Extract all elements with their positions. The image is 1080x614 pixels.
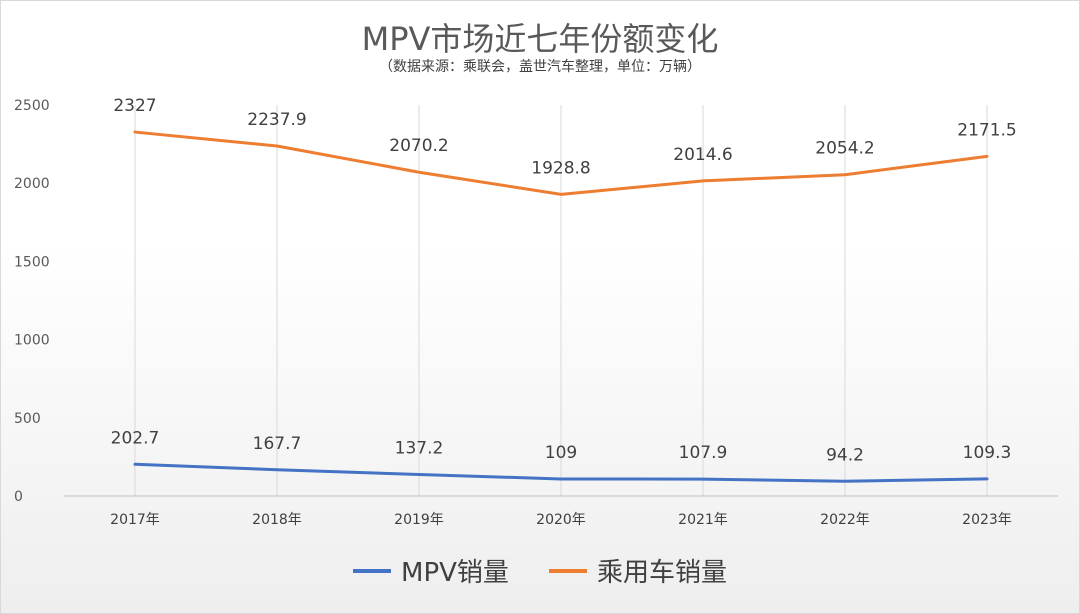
x-tick-label: 2023年 xyxy=(962,512,1012,528)
legend-label-mpv: MPV销量 xyxy=(401,558,509,588)
data-label-car: 2054.2 xyxy=(815,139,874,159)
x-tick-label: 2020年 xyxy=(536,512,586,528)
legend-label-car: 乘用车销量 xyxy=(596,558,727,588)
y-tick-label: 2000 xyxy=(14,176,50,192)
data-label-mpv: 109.3 xyxy=(963,443,1012,463)
legend-item-car: 乘用车销量 xyxy=(548,552,727,589)
data-label-car: 2171.5 xyxy=(957,120,1016,140)
x-tick-label: 2017年 xyxy=(110,512,160,528)
chart-subtitle: （数据来源：乘联会，盖世汽车整理，单位：万辆） xyxy=(379,59,701,75)
y-tick-label: 1000 xyxy=(14,333,50,349)
x-tick-label: 2021年 xyxy=(678,512,728,528)
data-label-car: 2237.9 xyxy=(247,110,306,130)
chart-title: MPV市场近七年份额变化 xyxy=(361,20,719,58)
legend-swatch-car xyxy=(548,568,587,573)
series-line-mpv xyxy=(133,462,989,483)
data-label-mpv: 202.7 xyxy=(111,428,160,448)
data-label-car: 2014.6 xyxy=(673,145,732,165)
x-tick-label: 2018年 xyxy=(252,512,302,528)
data-label-car: 2070.2 xyxy=(389,136,448,156)
legend-swatch-mpv xyxy=(353,568,392,573)
y-tick-label: 0 xyxy=(14,489,23,505)
series-line-car xyxy=(133,130,989,196)
legend-item-mpv: MPV销量 xyxy=(353,552,509,589)
legend: MPV销量 乘用车销量 xyxy=(0,552,1080,589)
data-label-car: 2327 xyxy=(113,96,156,116)
data-label-mpv: 94.2 xyxy=(826,445,864,465)
data-label-mpv: 107.9 xyxy=(679,443,728,463)
y-tick-label: 2500 xyxy=(14,98,50,114)
data-label-mpv: 137.2 xyxy=(395,439,444,459)
y-tick-label: 500 xyxy=(14,411,41,427)
x-tick-label: 2019年 xyxy=(394,512,444,528)
data-label-car: 1928.8 xyxy=(531,158,590,178)
data-label-mpv: 167.7 xyxy=(253,434,302,454)
data-label-mpv: 109 xyxy=(545,443,577,463)
x-tick-label: 2022年 xyxy=(820,512,870,528)
y-tick-label: 1500 xyxy=(14,254,50,270)
